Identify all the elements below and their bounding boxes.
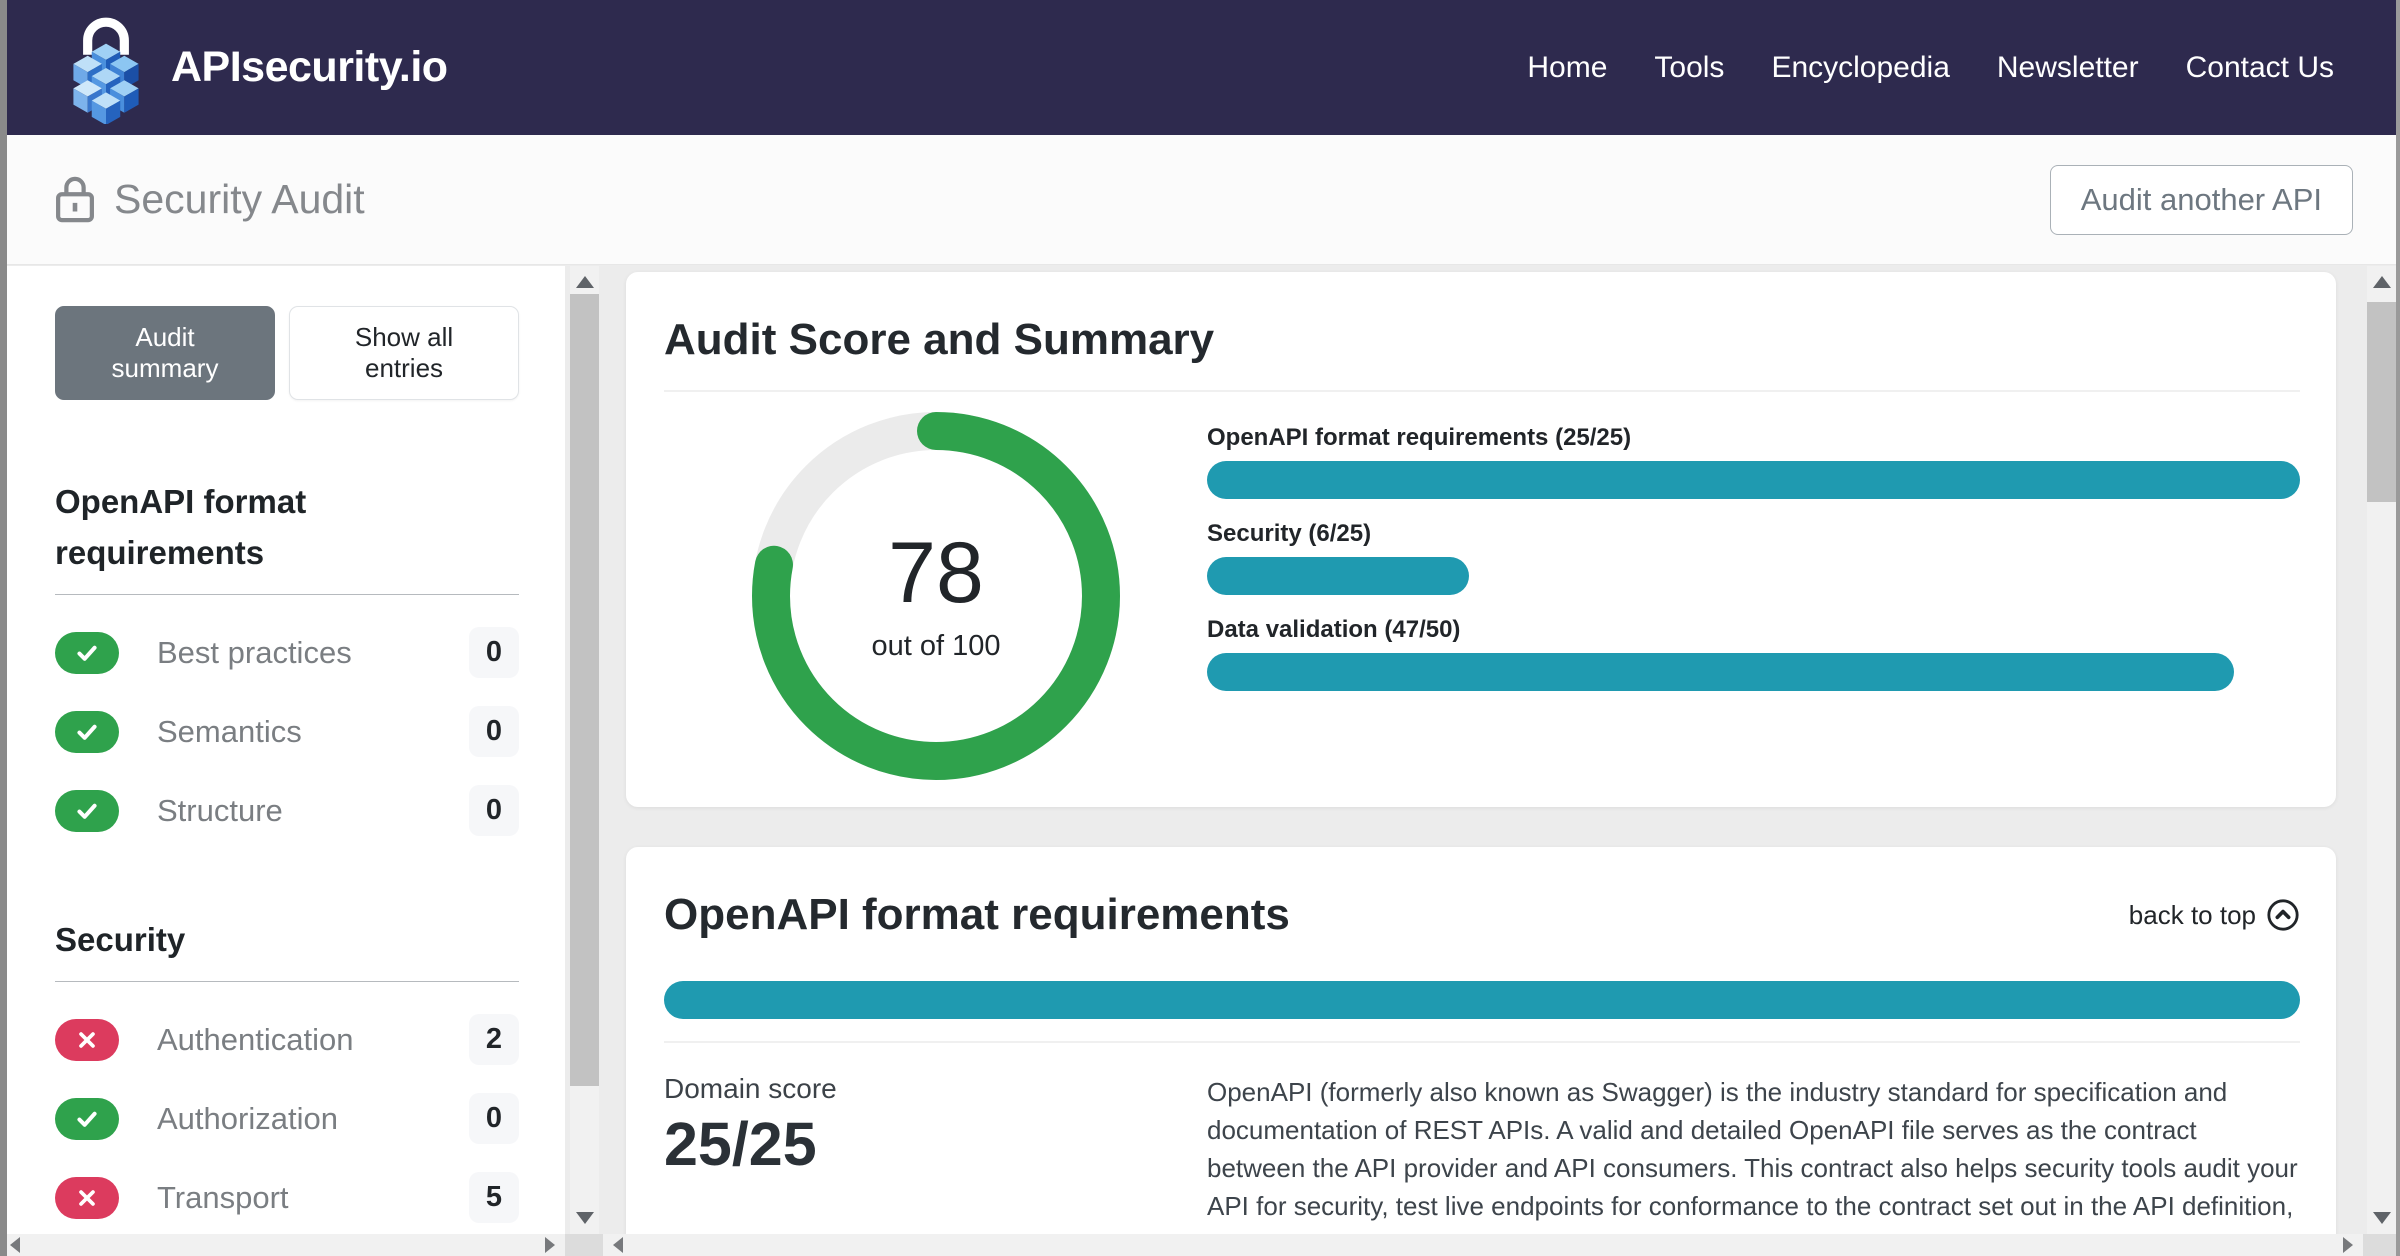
item-label: Authorization [157,1100,338,1136]
main-pane: Audit Score and Summary 78 out of 100 Op… [599,266,2367,1234]
chevron-up-circle-icon [2267,899,2299,931]
item-label: Transport [157,1179,289,1215]
sidebar-item-transport[interactable]: Transport 5 [55,1158,519,1234]
bar-security: Security (6/25) [1207,520,2300,595]
score-bars: OpenAPI format requirements (25/25) Secu… [1207,424,2300,780]
domain-score-block: Domain score 25/25 [664,1073,1207,1234]
sidebar-tab-row: Audit summary Show all entries [55,306,519,400]
scroll-left-arrow[interactable] [10,1237,20,1253]
scroll-up-arrow[interactable] [2372,276,2391,288]
item-label: Authentication [157,1021,354,1057]
scroll-left-arrow[interactable] [613,1237,623,1253]
section-title-openapi: OpenAPI format requirements [55,476,519,596]
item-label: Semantics [157,713,302,749]
logo[interactable]: APIsecurity.io [55,12,448,124]
section-title-security: Security [55,914,519,983]
nav-encyclopedia[interactable]: Encyclopedia [1771,50,1950,84]
tab-audit-summary[interactable]: Audit summary [55,306,276,400]
bar-label: OpenAPI format requirements (25/25) [1207,424,1632,451]
x-icon [55,1176,119,1219]
bar-fill [1207,653,2235,691]
check-icon [55,1097,119,1140]
sidebar-item-structure[interactable]: Structure 0 [55,771,519,850]
domain-card: OpenAPI format requirements back to top … [626,847,2336,1234]
sidebar-item-best-practices[interactable]: Best practices 0 [55,613,519,692]
sidebar-hscrollbar[interactable] [0,1234,565,1256]
page-title: Security Audit [114,176,365,222]
score-donut: 78 out of 100 [752,412,1120,780]
window-left-edge [0,0,7,1256]
scrollbar-corner [2363,1234,2400,1256]
nav-contact-us[interactable]: Contact Us [2185,50,2334,84]
domain-progress-fill [664,981,2300,1019]
bar-openapi-format: OpenAPI format requirements (25/25) [1207,424,2300,499]
scroll-down-arrow[interactable] [575,1212,594,1224]
sidebar-item-authentication[interactable]: Authentication 2 [55,1000,519,1079]
bar-label: Data validation (47/50) [1207,616,1461,643]
sidebar: Audit summary Show all entries OpenAPI f… [7,266,565,1234]
horizontal-scrollbar [0,1234,2400,1256]
main-scrollbar [2367,266,2396,1234]
item-count-badge: 2 [468,1014,519,1066]
audit-another-api-button[interactable]: Audit another API [2049,164,2353,235]
scrollbar-corner [565,1234,603,1256]
summary-card-title: Audit Score and Summary [664,315,1215,364]
x-icon [55,1018,119,1061]
back-to-top-link[interactable]: back to top [2129,898,2300,932]
nav-tools[interactable]: Tools [1654,50,1725,84]
scroll-right-arrow[interactable] [545,1237,555,1253]
check-icon [55,710,119,753]
scroll-down-arrow[interactable] [2372,1212,2391,1224]
scroll-right-arrow[interactable] [2343,1237,2353,1253]
item-count-badge: 0 [468,627,519,679]
domain-score-value: 25/25 [664,1110,817,1178]
check-icon [55,631,119,674]
domain-progress-track [664,981,2300,1019]
tab-show-all-entries[interactable]: Show all entries [289,306,519,400]
section-openapi-format: OpenAPI format requirements Best practic… [55,476,519,850]
main-scrollbar-thumb[interactable] [2367,302,2396,502]
item-count-badge: 5 [468,1172,519,1224]
content-region: Audit summary Show all entries OpenAPI f… [0,266,2400,1234]
back-to-top-label: back to top [2128,899,2256,930]
scroll-up-arrow[interactable] [575,276,594,288]
nav-home[interactable]: Home [1527,50,1608,84]
bar-fill [1207,557,1470,595]
score-donut-arc [752,412,1120,780]
audit-score-caption: out of 100 [871,629,1001,662]
domain-score-label: Domain score [664,1073,837,1104]
lock-icon [56,176,94,222]
nav-links: Home Tools Encyclopedia Newsletter Conta… [1527,51,2334,85]
item-label: Structure [157,792,283,828]
bar-fill [1207,461,2300,499]
bar-data-validation: Data validation (47/50) [1207,616,2300,691]
sidebar-item-authorization[interactable]: Authorization 0 [55,1079,519,1158]
sidebar-item-semantics[interactable]: Semantics 0 [55,692,519,771]
domain-description: OpenAPI (formerly also known as Swagger)… [1207,1077,2298,1234]
nav-newsletter[interactable]: Newsletter [1996,50,2139,84]
page-header: Security Audit Audit another API [0,135,2400,265]
logo-lock-icon [73,17,139,124]
item-count-badge: 0 [468,706,519,758]
item-count-badge: 0 [468,1093,519,1145]
audit-score-value: 78 [888,524,984,621]
bar-label: Security (6/25) [1207,520,1372,547]
sidebar-scrollbar [570,266,599,1234]
top-navbar: APIsecurity.io Home Tools Encyclopedia N… [0,0,2400,135]
summary-card: Audit Score and Summary 78 out of 100 Op… [626,272,2336,807]
main-hscrollbar[interactable] [603,1234,2363,1256]
sidebar-scrollbar-thumb[interactable] [570,294,599,1086]
domain-card-title: OpenAPI format requirements [664,890,1290,939]
item-count-badge: 0 [468,785,519,837]
logo-text: APIsecurity.io [171,43,448,91]
check-icon [55,789,119,832]
section-security: Security Authentication 2 Authorization … [55,914,519,1234]
window-right-edge [2396,0,2400,1256]
item-label: Best practices [157,634,352,670]
